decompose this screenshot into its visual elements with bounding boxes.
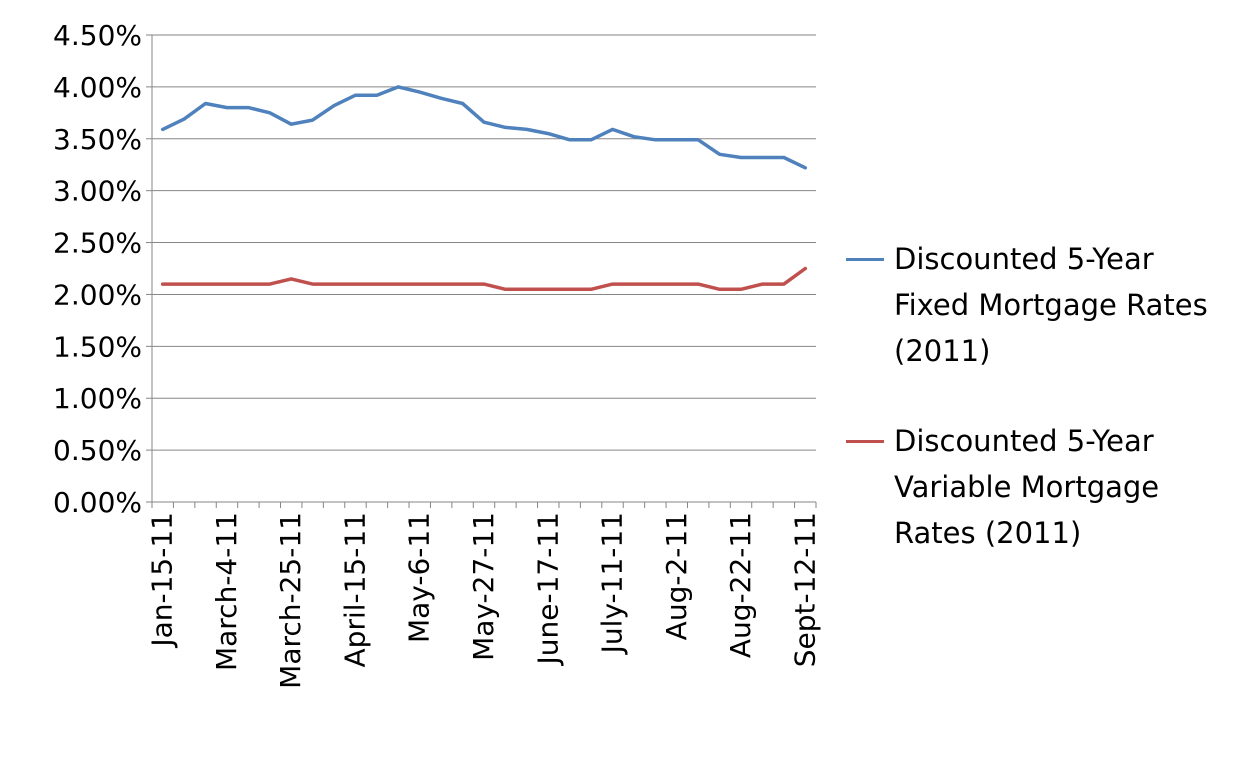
- y-tick-label: 3.50%: [53, 123, 142, 156]
- x-tick-label: May-27-11: [467, 512, 500, 661]
- y-tick-label: 3.00%: [53, 175, 142, 208]
- x-tick-label: March-4-11: [210, 512, 243, 671]
- chart-legend: Discounted 5-Year Fixed Mortgage Rates (…: [846, 236, 1236, 600]
- x-tick-label: July-11-11: [596, 512, 629, 655]
- x-tick-label: May-6-11: [403, 512, 436, 643]
- legend-item-variable: Discounted 5-Year Variable Mortgage Rate…: [846, 418, 1236, 556]
- legend-label-fixed: Discounted 5-Year Fixed Mortgage Rates (…: [894, 242, 1208, 368]
- series-line-0: [160, 85, 808, 170]
- x-tick-label: March-25-11: [274, 512, 307, 689]
- legend-swatch-fixed: [846, 258, 884, 261]
- series-line-1: [160, 266, 808, 292]
- legend-item-fixed: Discounted 5-Year Fixed Mortgage Rates (…: [846, 236, 1236, 374]
- y-tick-label: 1.50%: [53, 330, 142, 363]
- x-tick-label: June-17-11: [531, 512, 564, 666]
- y-tick-label: 4.50%: [53, 19, 142, 52]
- x-tick-label: Aug-2-11: [660, 512, 693, 640]
- x-tick-label: Jan-15-11: [146, 512, 179, 649]
- legend-label-variable: Discounted 5-Year Variable Mortgage Rate…: [894, 424, 1160, 550]
- y-tick-label: 2.00%: [53, 278, 142, 311]
- x-tick-label: Aug-22-11: [724, 512, 757, 658]
- legend-swatch-variable: [846, 440, 884, 443]
- y-tick-label: 2.50%: [53, 227, 142, 260]
- y-tick-label: 0.50%: [53, 434, 142, 467]
- y-tick-label: 4.00%: [53, 71, 142, 104]
- x-tick-label: April-15-11: [338, 512, 371, 667]
- y-tick-label: 1.00%: [53, 382, 142, 415]
- x-tick-label: Sept-12-11: [788, 512, 821, 667]
- y-tick-label: 0.00%: [53, 486, 142, 519]
